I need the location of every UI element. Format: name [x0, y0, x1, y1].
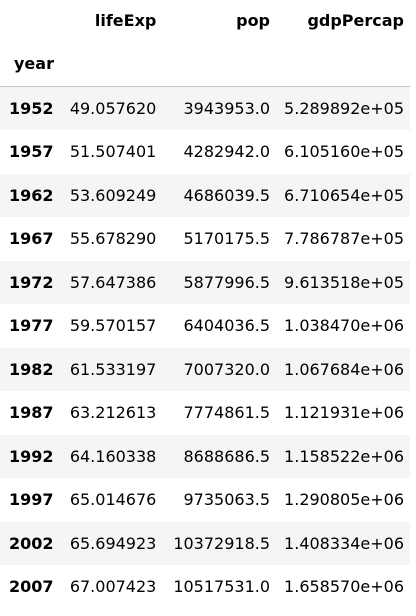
table-body: 1952 49.057620 3943953.0 5.289892e+05 1957 51… — [0, 86, 410, 609]
table-row: 1987 63.212613 7774861.5 1.121931e+06 — [0, 391, 410, 435]
cell-gdppercap: 1.658570e+06 — [284, 577, 404, 597]
table-header: lifeExp pop gdpPercap year — [0, 0, 410, 87]
cell-gdppercap: 9.613518e+05 — [284, 272, 404, 292]
cell-lifeexp: 53.609249 — [69, 185, 157, 205]
cell-lifeexp: 55.678290 — [69, 229, 157, 249]
cell-lifeexp: 51.507401 — [69, 142, 157, 162]
cell-gdppercap: 1.408334e+06 — [284, 533, 404, 553]
cell-gdppercap: 1.158522e+06 — [284, 446, 404, 466]
column-names-row: lifeExp pop gdpPercap — [0, 0, 410, 40]
table-row: 1982 61.533197 7007320.0 1.067684e+06 — [0, 347, 410, 391]
cell-pop: 9735063.5 — [183, 490, 271, 510]
row-index-year: 1962 — [9, 185, 54, 205]
cell-gdppercap: 1.038470e+06 — [284, 316, 404, 336]
empty-header-cell — [276, 40, 410, 87]
table-row: 2002 65.694923 10372918.5 1.408334e+06 — [0, 521, 410, 565]
row-index-year: 1952 — [9, 99, 54, 118]
row-index-year: 1957 — [9, 142, 54, 162]
row-index-year: 1997 — [9, 490, 54, 510]
table-row: 1997 65.014676 9735063.5 1.290805e+06 — [0, 478, 410, 522]
column-header-lifeexp: lifeExp — [94, 10, 157, 30]
cell-pop: 7007320.0 — [183, 359, 271, 379]
cell-pop: 4282942.0 — [183, 142, 271, 162]
cell-gdppercap: 7.786787e+05 — [284, 229, 404, 249]
row-index-year: 1967 — [9, 229, 54, 249]
table-row: 1972 57.647386 5877996.5 9.613518e+05 — [0, 260, 410, 304]
cell-pop: 5170175.5 — [183, 229, 271, 249]
cell-pop: 7774861.5 — [183, 403, 271, 423]
cell-gdppercap: 1.067684e+06 — [284, 359, 404, 379]
table-row: 1962 53.609249 4686039.5 6.710654e+05 — [0, 173, 410, 217]
cell-lifeexp: 63.212613 — [69, 403, 157, 423]
row-index-year: 2007 — [9, 577, 54, 597]
row-index-year: 1977 — [9, 316, 54, 336]
cell-gdppercap: 1.121931e+06 — [284, 403, 404, 423]
cell-gdppercap: 6.105160e+05 — [284, 142, 404, 162]
cell-pop: 3943953.0 — [183, 99, 271, 118]
table-row: 1992 64.160338 8688686.5 1.158522e+06 — [0, 434, 410, 478]
row-index-year: 1987 — [9, 403, 54, 423]
cell-pop: 5877996.5 — [183, 272, 271, 292]
table-row: 1952 49.057620 3943953.0 5.289892e+05 — [0, 86, 410, 130]
table-row: 1977 59.570157 6404036.5 1.038470e+06 — [0, 304, 410, 348]
cell-gdppercap: 5.289892e+05 — [284, 99, 404, 118]
cell-pop: 10517531.0 — [173, 577, 271, 597]
cell-pop: 10372918.5 — [173, 533, 271, 553]
cell-lifeexp: 61.533197 — [69, 359, 157, 379]
row-index-year: 1992 — [9, 446, 54, 466]
cell-lifeexp: 67.007423 — [69, 577, 157, 597]
cell-lifeexp: 57.647386 — [69, 272, 157, 292]
empty-header-cell — [162, 40, 277, 87]
index-name-header: year — [0, 40, 61, 87]
cell-lifeexp: 59.570157 — [69, 316, 157, 336]
table-row: 1967 55.678290 5170175.5 7.786787e+05 — [0, 217, 410, 261]
blank-corner-cell — [0, 0, 61, 40]
dataframe-table: lifeExp pop gdpPercap year 1952 49.057620… — [0, 0, 410, 609]
index-name-row: year — [0, 40, 410, 87]
cell-pop: 4686039.5 — [183, 185, 271, 205]
row-index-year: 1972 — [9, 272, 54, 292]
cell-gdppercap: 1.290805e+06 — [284, 490, 404, 510]
cell-lifeexp: 65.694923 — [69, 533, 157, 553]
table-row: 2007 67.007423 10517531.0 1.658570e+06 — [0, 565, 410, 609]
row-index-year: 2002 — [9, 533, 54, 553]
cell-lifeexp: 49.057620 — [69, 99, 157, 118]
table-row: 1957 51.507401 4282942.0 6.105160e+05 — [0, 130, 410, 174]
column-header-gdppercap: gdpPercap — [307, 10, 404, 30]
cell-pop: 6404036.5 — [183, 316, 271, 336]
row-index-year: 1982 — [9, 359, 54, 379]
empty-header-cell — [60, 40, 163, 87]
cell-gdppercap: 6.710654e+05 — [284, 185, 404, 205]
cell-lifeexp: 64.160338 — [69, 446, 157, 466]
cell-pop: 8688686.5 — [183, 446, 271, 466]
cell-lifeexp: 65.014676 — [69, 490, 157, 510]
column-header-pop: pop — [236, 10, 271, 30]
